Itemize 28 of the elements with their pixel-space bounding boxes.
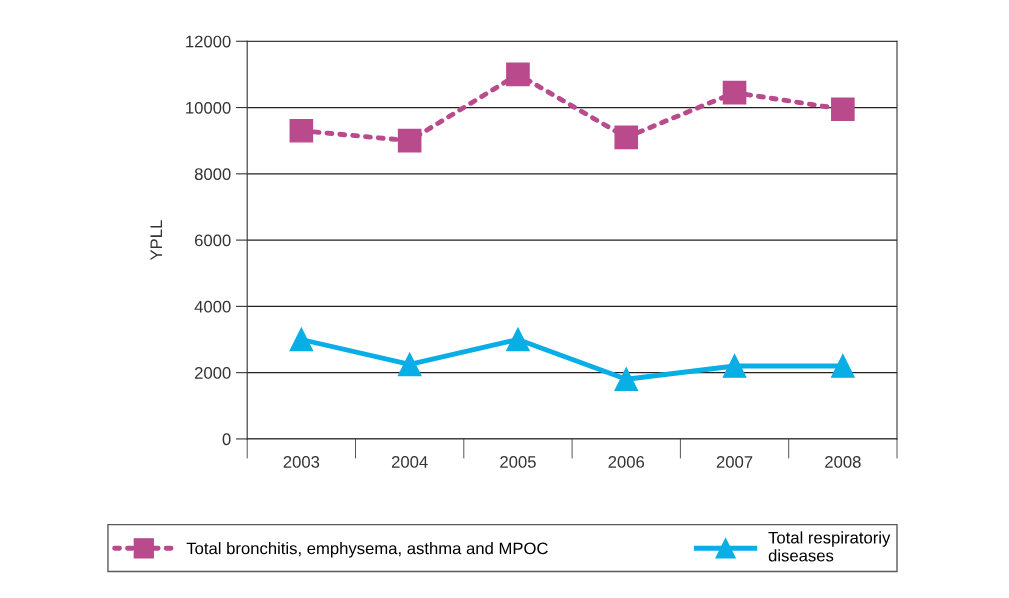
point	[506, 327, 530, 352]
y-tick-label: 10000	[186, 101, 231, 114]
y-tick-label: 2000	[195, 367, 231, 379]
legend-label: Total respiratoriy diseases	[768, 531, 891, 562]
x-tick-label: 2007	[716, 456, 753, 468]
x-tick-label: 2005	[500, 456, 536, 468]
point	[614, 367, 639, 392]
legend-label: Total bronchitis, emphysema, asthma and MPOC	[186, 542, 548, 558]
y-tick-label: 8000	[194, 168, 231, 181]
y-axis-title: YPLL	[150, 220, 162, 261]
point	[614, 125, 639, 150]
y-tick-label: 0	[222, 433, 231, 446]
y-tick-label: 12000	[186, 35, 231, 48]
point	[722, 80, 747, 105]
point	[722, 354, 747, 378]
point	[831, 97, 855, 122]
y-tick-label: 4000	[194, 300, 231, 313]
point	[397, 128, 422, 153]
point	[289, 327, 314, 352]
x-tick-label: 2006	[608, 456, 645, 468]
x-tick-label: 2008	[825, 456, 861, 468]
point	[831, 354, 855, 378]
point	[289, 118, 314, 143]
x-tick-label: 2003	[283, 456, 320, 468]
point	[506, 62, 530, 87]
y-tick-label: 6000	[195, 234, 231, 247]
x-tick-label: 2004	[391, 456, 428, 468]
point	[397, 352, 422, 377]
